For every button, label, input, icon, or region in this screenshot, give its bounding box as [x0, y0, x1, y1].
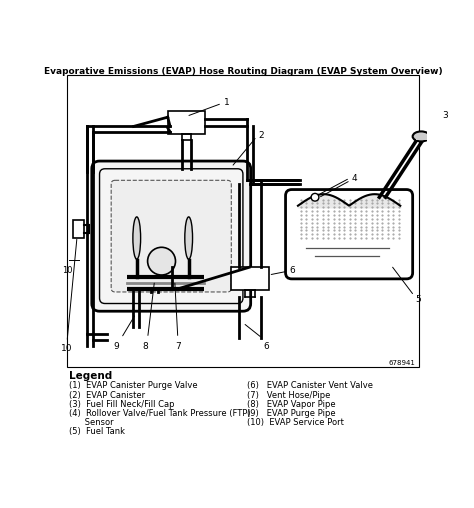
Bar — [67, 75, 419, 367]
Bar — [231, 267, 268, 291]
Text: 1: 1 — [224, 98, 229, 107]
Text: (5)  Fuel Tank: (5) Fuel Tank — [69, 427, 125, 436]
Text: Sensor: Sensor — [69, 418, 114, 427]
Text: (3)  Fuel Fill Neck/Fill Cap: (3) Fuel Fill Neck/Fill Cap — [69, 400, 175, 409]
Text: 5: 5 — [416, 295, 421, 304]
Text: 6: 6 — [290, 266, 295, 275]
Text: 2: 2 — [258, 131, 264, 140]
FancyBboxPatch shape — [92, 161, 251, 311]
Text: (7)   Vent Hose/Pipe: (7) Vent Hose/Pipe — [247, 391, 330, 399]
Circle shape — [147, 247, 175, 275]
Circle shape — [311, 194, 319, 201]
Bar — [168, 111, 205, 134]
Text: 10: 10 — [63, 266, 73, 275]
Text: (10)  EVAP Service Port: (10) EVAP Service Port — [247, 418, 344, 427]
Text: (8)   EVAP Vapor Pipe: (8) EVAP Vapor Pipe — [247, 400, 336, 409]
Ellipse shape — [413, 132, 430, 141]
Text: 9: 9 — [113, 342, 118, 351]
Text: (9)   EVAP Purge Pipe: (9) EVAP Purge Pipe — [247, 409, 336, 418]
Text: (4)  Rollover Valve/Fuel Tank Pressure (FTP): (4) Rollover Valve/Fuel Tank Pressure (F… — [69, 409, 251, 418]
Text: 7: 7 — [175, 342, 181, 351]
Text: 4: 4 — [351, 174, 357, 183]
Ellipse shape — [185, 217, 192, 259]
Text: 3: 3 — [442, 111, 448, 120]
Ellipse shape — [133, 217, 141, 259]
Text: (6)   EVAP Canister Vent Valve: (6) EVAP Canister Vent Valve — [247, 382, 373, 390]
Bar — [73, 219, 84, 238]
Text: 6: 6 — [263, 342, 269, 351]
FancyBboxPatch shape — [111, 180, 231, 292]
Text: (1)  EVAP Canister Purge Valve: (1) EVAP Canister Purge Valve — [69, 382, 198, 390]
Text: 678941: 678941 — [389, 360, 416, 366]
Text: (2)  EVAP Canister: (2) EVAP Canister — [69, 391, 146, 399]
Text: Legend: Legend — [69, 371, 113, 382]
FancyBboxPatch shape — [285, 189, 413, 279]
Text: 8: 8 — [142, 342, 148, 351]
FancyBboxPatch shape — [100, 169, 243, 303]
Bar — [416, 134, 427, 140]
Text: 10: 10 — [61, 344, 73, 354]
Text: Evaporative Emissions (EVAP) Hose Routing Diagram (EVAP System Overview): Evaporative Emissions (EVAP) Hose Routin… — [44, 67, 442, 76]
